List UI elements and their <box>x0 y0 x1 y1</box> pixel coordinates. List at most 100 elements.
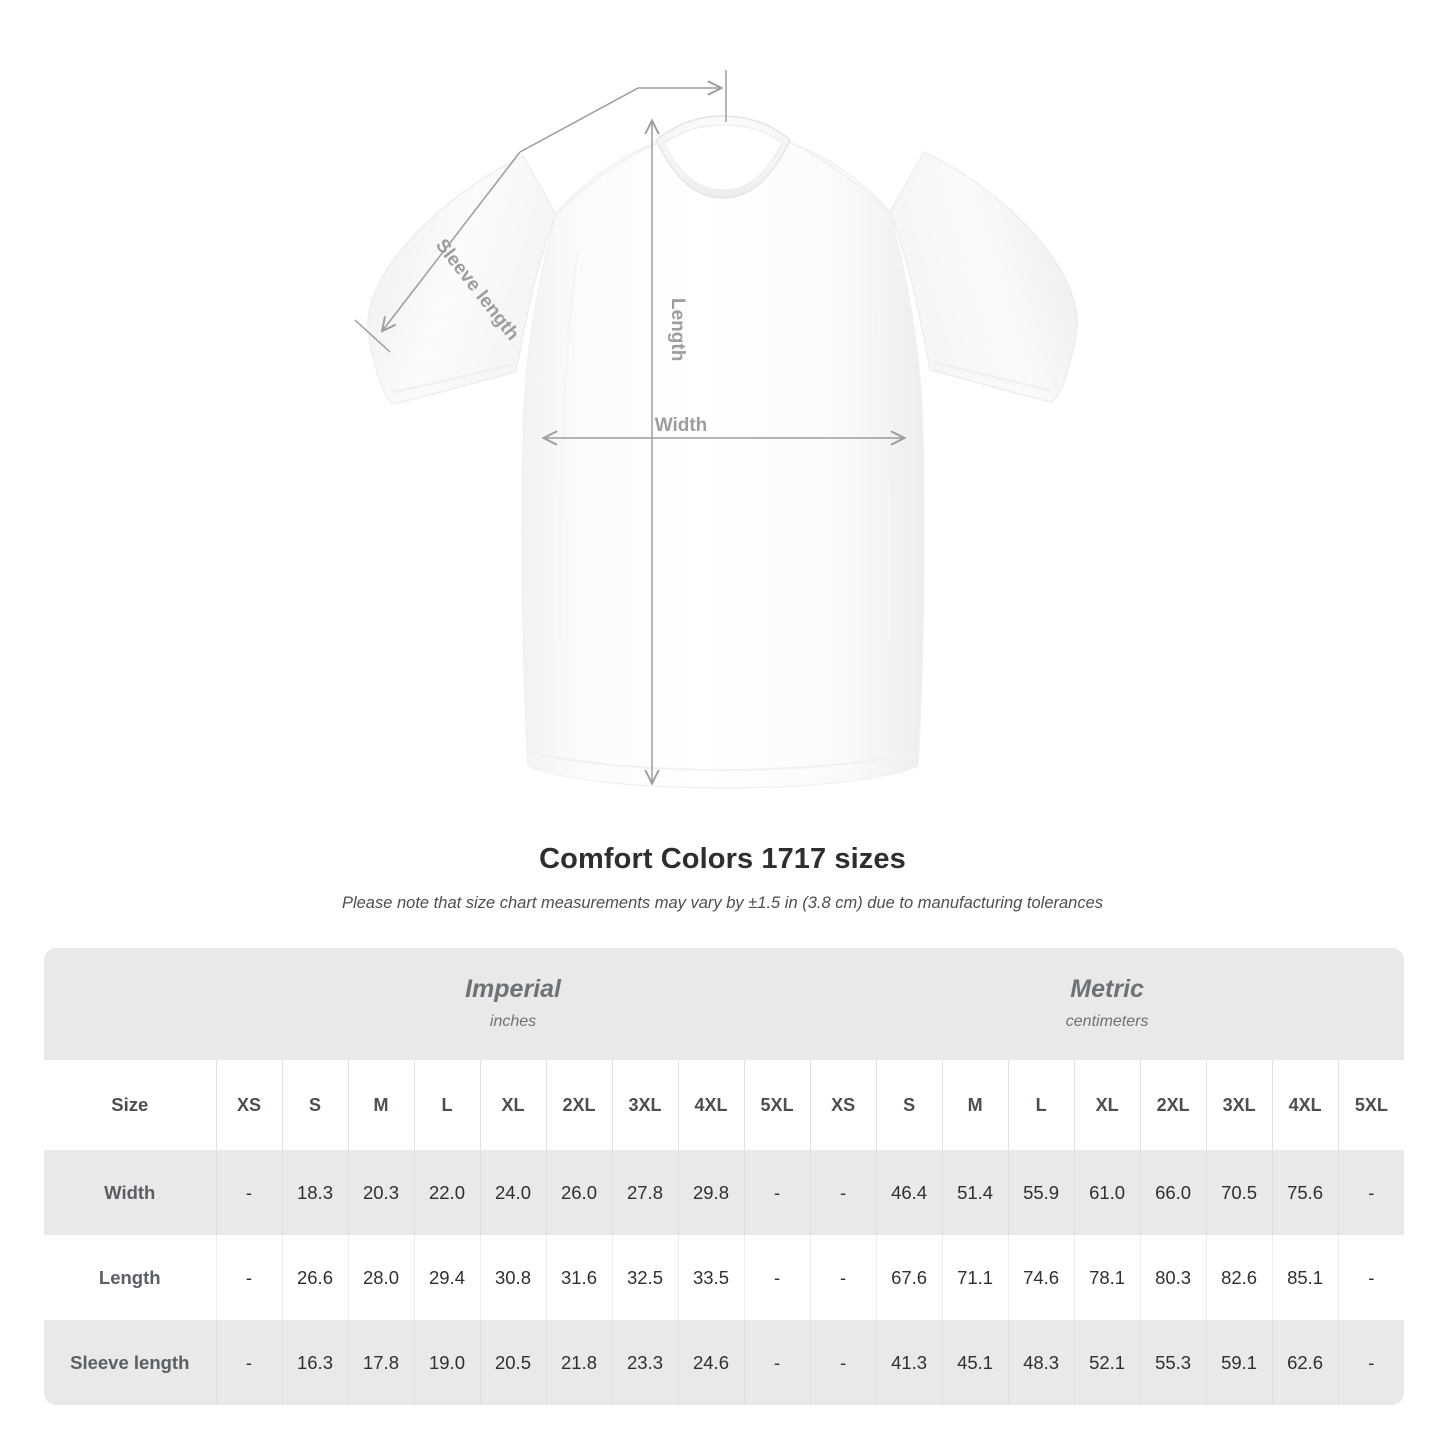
cell-length-imp-1: 26.6 <box>281 1235 348 1320</box>
header-metric-3xl: 3XL <box>1205 1060 1273 1150</box>
header-metric-xl: XL <box>1073 1060 1141 1150</box>
cell-sleeve-imp-0: - <box>215 1320 282 1405</box>
cell-length-imp-6: 32.5 <box>611 1235 678 1320</box>
cell-sleeve-met-8: - <box>1337 1320 1405 1405</box>
cell-width-met-1: 46.4 <box>875 1150 943 1235</box>
measurement-lines <box>354 70 903 782</box>
header-metric-xs: XS <box>809 1060 877 1150</box>
header-imperial-xl: XL <box>479 1060 546 1150</box>
header-metric-5xl: 5XL <box>1337 1060 1405 1150</box>
cell-sleeve-imp-8: - <box>743 1320 811 1405</box>
header-metric-m: M <box>941 1060 1009 1150</box>
cell-length-imp-8: - <box>743 1235 811 1320</box>
row-label-sleeve-length: Sleeve length <box>44 1320 216 1405</box>
cell-length-met-6: 82.6 <box>1205 1235 1273 1320</box>
unit-band-row: Imperial inches Metric centimeters <box>44 948 1405 1060</box>
cell-width-imp-1: 18.3 <box>281 1150 348 1235</box>
header-metric-4xl: 4XL <box>1271 1060 1339 1150</box>
tolerance-note: Please note that size chart measurements… <box>341 894 1104 912</box>
cell-sleeve-imp-2: 17.8 <box>347 1320 414 1405</box>
cell-width-met-0: - <box>809 1150 877 1235</box>
table-row-width: Width - 18.3 20.3 22.0 24.0 26.0 27.8 29… <box>44 1150 1405 1235</box>
sleeve-leader-1 <box>519 87 639 153</box>
cell-length-met-2: 71.1 <box>941 1235 1009 1320</box>
header-imperial-m: M <box>347 1060 414 1150</box>
cell-length-met-0: - <box>809 1235 877 1320</box>
cell-width-imp-2: 20.3 <box>347 1150 414 1235</box>
header-imperial-xs: XS <box>215 1060 282 1150</box>
header-metric-2xl: 2XL <box>1139 1060 1207 1150</box>
cell-sleeve-imp-6: 23.3 <box>611 1320 678 1405</box>
cell-width-met-6: 70.5 <box>1205 1150 1273 1235</box>
cell-sleeve-imp-7: 24.6 <box>677 1320 744 1405</box>
unit-sub-metric: centimeters <box>1065 1013 1149 1030</box>
cell-sleeve-met-4: 52.1 <box>1073 1320 1141 1405</box>
cell-width-imp-5: 26.0 <box>545 1150 612 1235</box>
row-label-length: Length <box>44 1235 216 1320</box>
sleeve-end-tick <box>354 319 391 353</box>
row-label-width: Width <box>44 1150 216 1235</box>
header-imperial-5xl: 5XL <box>743 1060 811 1150</box>
cell-sleeve-imp-5: 21.8 <box>545 1320 612 1405</box>
cell-length-met-1: 67.6 <box>875 1235 943 1320</box>
cell-sleeve-imp-3: 19.0 <box>413 1320 480 1405</box>
cell-width-met-3: 55.9 <box>1007 1150 1075 1235</box>
unit-sub-imperial: inches <box>489 1013 537 1030</box>
cell-width-imp-6: 27.8 <box>611 1150 678 1235</box>
cell-length-imp-4: 30.8 <box>479 1235 546 1320</box>
cell-sleeve-met-1: 41.3 <box>875 1320 943 1405</box>
cell-length-met-7: 85.1 <box>1271 1235 1339 1320</box>
cell-sleeve-imp-4: 20.5 <box>479 1320 546 1405</box>
cell-width-imp-3: 22.0 <box>413 1150 480 1235</box>
cell-width-met-5: 66.0 <box>1139 1150 1207 1235</box>
cell-length-imp-0: - <box>215 1235 282 1320</box>
cell-sleeve-imp-1: 16.3 <box>281 1320 348 1405</box>
tshirt-diagram: Sleeve length Length Width <box>354 70 1078 789</box>
unit-band-spacer <box>44 948 216 1060</box>
sleeve-length-arrow <box>383 151 521 330</box>
size-chart-table: Imperial inches Metric centimeters Size … <box>44 948 1405 1405</box>
cell-width-met-2: 51.4 <box>941 1150 1009 1235</box>
cell-length-imp-7: 33.5 <box>677 1235 744 1320</box>
page-title: Comfort Colors 1717 sizes <box>539 843 906 875</box>
width-label: Width <box>655 415 708 436</box>
cell-width-imp-4: 24.0 <box>479 1150 546 1235</box>
unit-name-metric: Metric <box>1070 975 1144 1003</box>
cell-width-imp-0: - <box>215 1150 282 1235</box>
length-label: Length <box>667 298 688 361</box>
cell-width-imp-8: - <box>743 1150 811 1235</box>
header-metric-l: L <box>1007 1060 1075 1150</box>
header-imperial-l: L <box>413 1060 480 1150</box>
cell-length-met-3: 74.6 <box>1007 1235 1075 1320</box>
cell-sleeve-met-6: 59.1 <box>1205 1320 1273 1405</box>
cell-width-met-4: 61.0 <box>1073 1150 1141 1235</box>
unit-group-imperial: Imperial inches <box>216 948 811 1060</box>
header-size-label: Size <box>44 1060 216 1150</box>
title-block: Comfort Colors 1717 sizes Please note th… <box>0 840 1445 914</box>
header-imperial-s: S <box>281 1060 348 1150</box>
cell-sleeve-met-2: 45.1 <box>941 1320 1009 1405</box>
cell-length-met-8: - <box>1337 1235 1405 1320</box>
unit-name-imperial: Imperial <box>465 975 561 1003</box>
cell-sleeve-met-3: 48.3 <box>1007 1320 1075 1405</box>
header-imperial-4xl: 4XL <box>677 1060 744 1150</box>
cell-width-met-8: - <box>1337 1150 1405 1235</box>
table-row-sleeve-length: Sleeve length - 16.3 17.8 19.0 20.5 21.8… <box>44 1320 1405 1405</box>
header-metric-s: S <box>875 1060 943 1150</box>
cell-sleeve-met-5: 55.3 <box>1139 1320 1207 1405</box>
cell-length-imp-5: 31.6 <box>545 1235 612 1320</box>
table-header-row: Size XS S M L XL 2XL 3XL 4XL 5XL XS S M … <box>44 1060 1405 1150</box>
cell-sleeve-met-7: 62.6 <box>1271 1320 1339 1405</box>
header-imperial-2xl: 2XL <box>545 1060 612 1150</box>
tshirt-graphic <box>367 115 1078 789</box>
cell-length-imp-2: 28.0 <box>347 1235 414 1320</box>
cell-length-imp-3: 29.4 <box>413 1235 480 1320</box>
cell-length-met-4: 78.1 <box>1073 1235 1141 1320</box>
unit-group-metric: Metric centimeters <box>810 948 1405 1060</box>
cell-width-met-7: 75.6 <box>1271 1150 1339 1235</box>
cell-sleeve-met-0: - <box>809 1320 877 1405</box>
cell-length-met-5: 80.3 <box>1139 1235 1207 1320</box>
header-imperial-3xl: 3XL <box>611 1060 678 1150</box>
table-row-length: Length - 26.6 28.0 29.4 30.8 31.6 32.5 3… <box>44 1235 1405 1320</box>
